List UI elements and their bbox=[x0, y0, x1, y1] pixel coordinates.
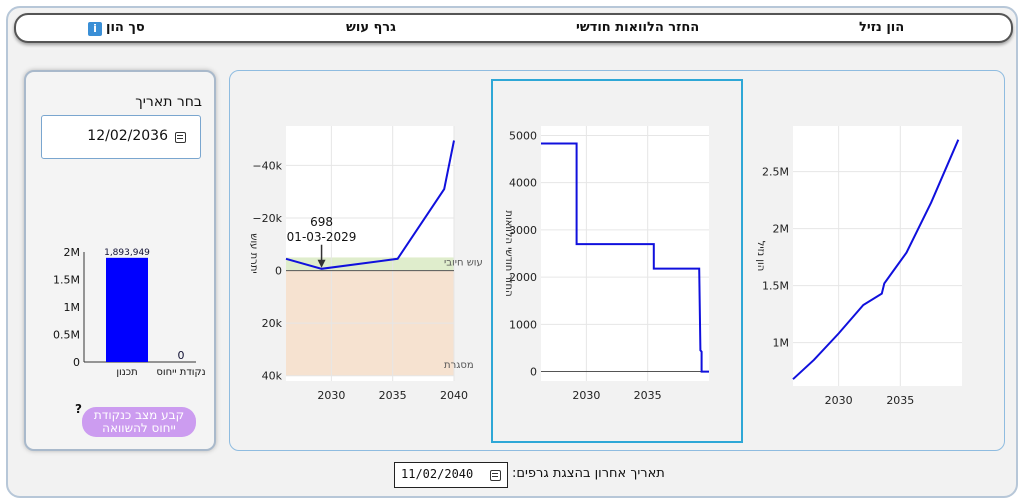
selected-chart-highlight bbox=[491, 79, 743, 443]
panel-title: בחר תאריך bbox=[135, 94, 202, 110]
tab-checking-graph[interactable]: גרף עוש bbox=[346, 20, 396, 35]
tab-bar: הון נזיל החזר הלוואות חודשי גרף עוש סך ה… bbox=[14, 13, 1013, 43]
selected-date-value: 12/02/2036 bbox=[87, 128, 168, 144]
calendar-icon[interactable] bbox=[490, 470, 501, 481]
bar-category-label: תכנון bbox=[116, 367, 137, 378]
last-date-label: תאריך אחרון בהצגת גרפים: bbox=[512, 466, 665, 481]
bar-category-label: נקודת ייחוס bbox=[156, 367, 205, 378]
info-icon[interactable]: i bbox=[88, 22, 102, 36]
tab-total-capital[interactable]: סך הוןi bbox=[88, 20, 145, 36]
last-date-value: 11/02/2040 bbox=[401, 467, 474, 481]
bar-y-tick-label: 1.5M bbox=[53, 274, 80, 287]
last-date-input[interactable]: 11/02/2040 bbox=[394, 462, 508, 488]
bar-y-tick-label: 0.5M bbox=[53, 329, 80, 342]
date-selection-panel: בחר תאריך 12/02/2036 0 0.5M 1M 1.5M 2M 1,893,… bbox=[24, 70, 216, 451]
bar-data-label: 1,893,949 bbox=[104, 248, 150, 258]
ref-button-line1: קבע מצב כנקודת bbox=[93, 408, 185, 422]
total-capital-bar-chart: 0 0.5M 1M 1.5M 2M 1,893,949 תכנון 0 נקודת ייחוס bbox=[53, 246, 206, 378]
bar-y-tick-label: 2M bbox=[64, 246, 81, 259]
set-reference-point-button[interactable]: קבע מצב כנקודת ייחוס להשוואה bbox=[82, 407, 196, 437]
ref-button-line2: ייחוס להשוואה bbox=[102, 421, 176, 435]
bar-y-tick-label: 1M bbox=[64, 301, 81, 314]
tab-monthly-loan-repayment[interactable]: החזר הלוואות חודשי bbox=[576, 20, 700, 35]
bar-y-tick-label: 0 bbox=[73, 356, 80, 369]
help-icon[interactable]: ? bbox=[75, 402, 82, 416]
selected-date-input[interactable]: 12/02/2036 bbox=[41, 115, 201, 159]
bar-data-label: 0 bbox=[178, 349, 185, 362]
tab-liquid-capital[interactable]: הון נזיל bbox=[859, 20, 905, 35]
bar bbox=[106, 257, 148, 362]
calendar-icon[interactable] bbox=[175, 132, 186, 143]
